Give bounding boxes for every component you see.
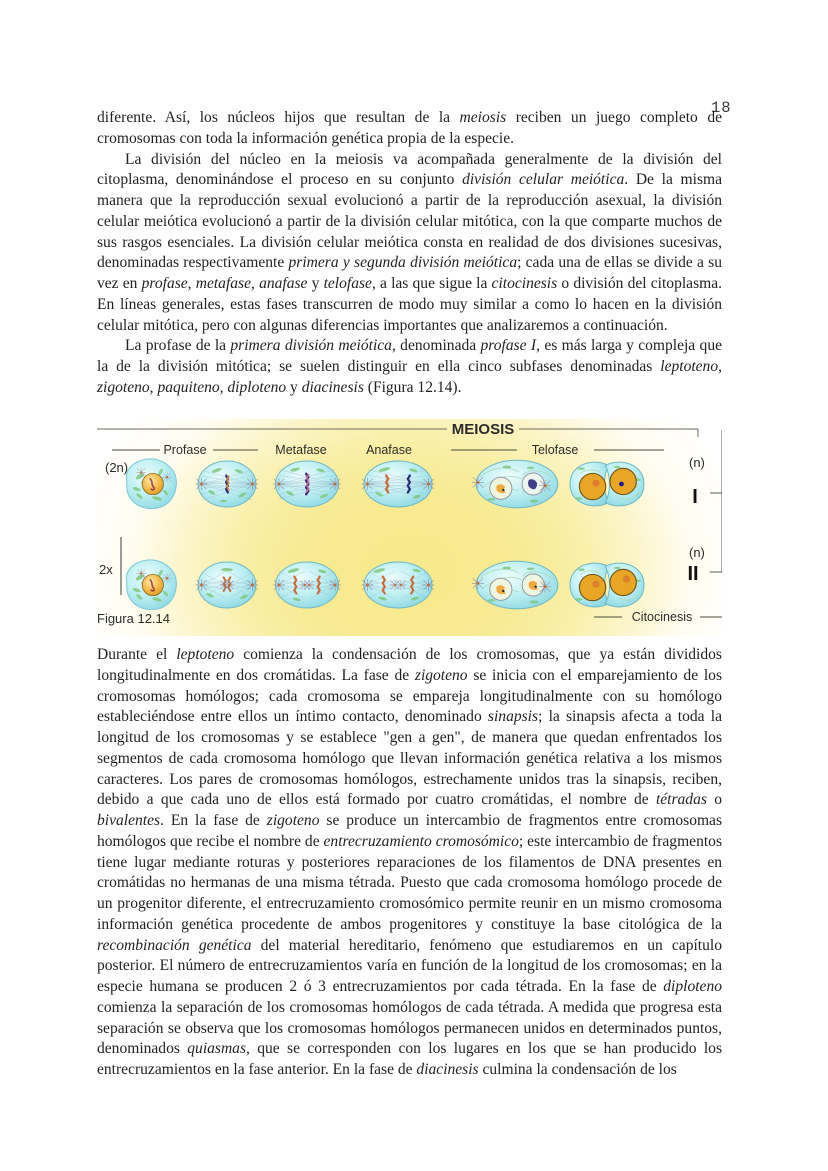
svg-text:(n): (n): [689, 545, 705, 560]
svg-text:Citocinesis: Citocinesis: [632, 610, 692, 624]
svg-text:2x: 2x: [99, 562, 113, 577]
svg-text:(n): (n): [689, 455, 705, 470]
svg-text:Figura 12.14: Figura 12.14: [97, 611, 170, 626]
svg-text:II: II: [687, 563, 698, 585]
svg-text:I: I: [692, 486, 698, 508]
svg-text:Profase: Profase: [163, 443, 206, 457]
svg-text:(2n): (2n): [105, 460, 128, 475]
svg-text:Metafase: Metafase: [275, 443, 326, 457]
svg-text:Telofase: Telofase: [532, 443, 579, 457]
svg-text:Anafase: Anafase: [366, 443, 412, 457]
svg-text:MEIOSIS: MEIOSIS: [452, 421, 515, 438]
